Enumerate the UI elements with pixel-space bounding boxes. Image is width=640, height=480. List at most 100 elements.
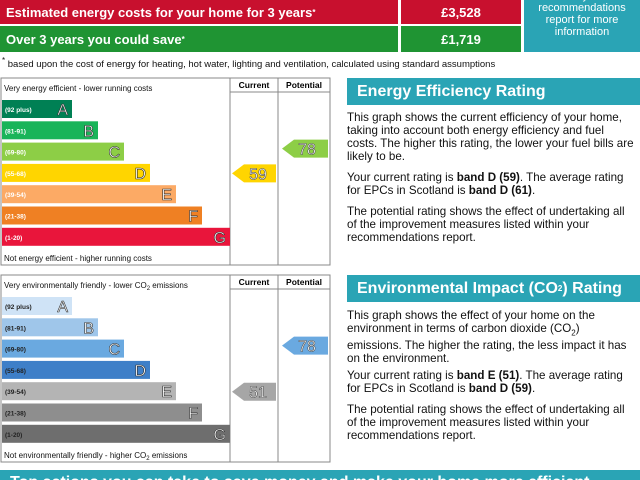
rating-arrow [232,164,276,183]
band-range: (92 plus) [5,107,32,114]
text: The potential rating shows the effect of… [347,205,625,244]
band-bar [2,339,124,358]
band-range: (1-20) [5,235,22,242]
band-bar [2,142,124,161]
text: Not environmentally friendly - higher CO [4,451,146,460]
band-bar [2,206,202,225]
chart-note: Not environmentally friendly - higher CO… [4,451,187,462]
chart-note: Very environmentally friendly - lower CO… [4,281,188,292]
band-letter: C [108,342,120,359]
rating-value: 51 [249,385,267,402]
section-title: Energy Efficiency Rating [347,78,640,105]
asterisk: * [2,56,6,65]
band-range: (92 plus) [5,304,32,311]
save-label: Over 3 years you could save * [0,26,398,52]
text: The potential rating shows the effect of… [347,403,625,442]
subscript: 2 [557,284,563,293]
band-letter: F [188,406,198,423]
paragraph: Your current rating is band E (51). The … [347,369,637,395]
asterisk: * [181,34,185,44]
paragraph: This graph shows the effect of your home… [347,309,637,365]
asterisk: * [312,7,316,17]
rating-arrow [232,382,276,401]
band-bar [2,121,98,140]
band-letter: A [57,299,68,316]
band-range: (81-91) [5,128,26,135]
band-bar [2,424,230,443]
band-letter: C [108,145,120,162]
rating-arrow [282,336,328,355]
text: ) emissions. The higher the rating, the … [347,322,627,366]
save-value: £1,719 [401,26,521,52]
column-header: Current [239,277,270,287]
band-letter: E [161,384,172,401]
band-bar [2,163,150,182]
text: Your current rating is [347,369,457,382]
paragraph: The potential rating shows the effect of… [347,205,637,244]
rating-value: 78 [298,339,316,356]
band-bar [2,185,176,204]
text: Not energy efficient - higher running co… [4,254,152,263]
footer-title: Top actions you can take to save money a… [0,470,640,480]
chart-note: Not energy efficient - higher running co… [4,254,152,263]
band-range: (21-38) [5,214,26,221]
rating-value: 78 [298,142,316,159]
see-report[interactable]: See your recommendations report for more… [524,0,640,52]
subscript: 2 [146,456,150,462]
subscript: 2 [571,328,576,338]
band-letter: G [214,230,226,247]
chart-frame [0,77,331,266]
text: Environmental Impact (CO [357,279,558,297]
text: Over 3 years you could save [6,31,182,47]
text: Very energy efficient - lower running co… [4,84,152,93]
band-bar [2,403,202,422]
band-range: (55-68) [5,368,26,375]
band-letter: E [161,187,172,204]
band-bar [2,100,72,118]
cost-value: £3,528 [401,0,521,24]
paragraph: The potential rating shows the effect of… [347,403,637,442]
band-bar [2,227,230,246]
text: Energy Efficiency Rating [357,82,546,100]
band-letter: B [83,123,94,140]
rating-arrow [282,139,328,158]
band-letter: D [134,363,146,380]
band-range: (39-54) [5,389,26,396]
text: This graph shows the effect of your home… [347,309,595,335]
column-header: Potential [286,80,322,90]
bold-text: band D (61) [468,184,532,197]
band-range: (69-80) [5,347,26,354]
band-range: (1-20) [5,432,22,439]
rating-value: 59 [249,166,267,183]
band-letter: D [134,166,146,183]
text: This graph shows the current efficiency … [347,111,634,163]
text: . The average rating for EPCs in Scotlan… [347,171,624,197]
text: emissions [150,451,188,460]
text: ) Rating [562,279,622,297]
bold-text: band D (59) [468,382,532,395]
chart-frame [0,274,331,463]
column-header: Current [239,80,270,90]
text: emissions [150,281,188,290]
cost-label: Estimated energy costs for your home for… [0,0,398,24]
paragraph: This graph shows the current efficiency … [347,111,637,163]
text: . [531,184,536,197]
band-range: (55-68) [5,171,26,178]
band-letter: B [83,320,94,337]
band-bar [2,360,150,379]
section-title: Environmental Impact (CO 2) Rating [347,275,640,302]
rating-charts: Current Potential Very energy efficient - … [0,77,331,463]
text: based upon the cost of energy for heatin… [5,59,496,71]
band-range: (39-54) [5,192,26,199]
band-range: (69-80) [5,150,26,157]
paragraph: Your current rating is band D (59). The … [347,171,637,197]
band-range: (81-91) [5,325,26,332]
footnote: * based upon the cost of energy for heat… [2,56,495,70]
band-bar [2,297,72,315]
bold-text: band E (51) [456,369,520,382]
band-letter: A [57,102,68,119]
text: Estimated energy costs for your home for… [6,4,313,20]
column-header: Potential [286,277,322,287]
text: Your current rating is [347,171,457,184]
